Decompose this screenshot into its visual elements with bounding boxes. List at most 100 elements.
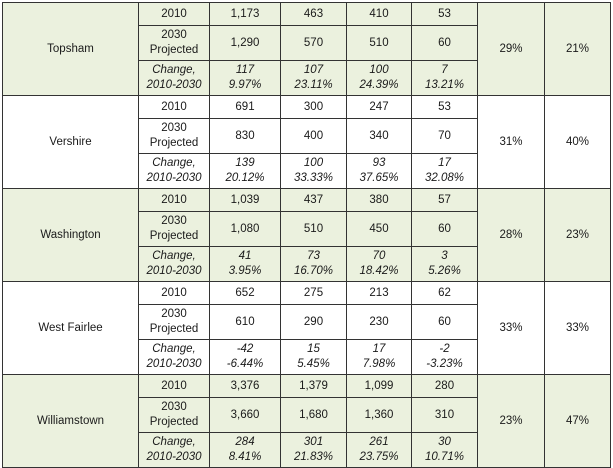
value-line: 5.26% bbox=[428, 265, 461, 277]
value-cell: 3,660 bbox=[209, 397, 281, 433]
value-line: 652 bbox=[235, 286, 255, 299]
value-line: 510 bbox=[369, 36, 389, 49]
value-cell: 100 24.39% bbox=[346, 60, 412, 96]
town-name-cell: Williamstown bbox=[2, 374, 139, 468]
value-line: 20.12% bbox=[225, 172, 265, 184]
value-cell: 510 bbox=[280, 211, 347, 247]
row-label-line: Projected bbox=[149, 44, 199, 56]
value-line: 450 bbox=[369, 222, 389, 235]
table-row: Change, 2010-2030 41 3.95% 73 16.70% 70 18.42% 3… bbox=[3, 246, 611, 282]
value-cell: 60 bbox=[411, 304, 478, 340]
value-cell: 284 8.41% bbox=[209, 432, 281, 468]
value-line: 340 bbox=[369, 129, 389, 142]
value-line: 510 bbox=[303, 222, 324, 235]
row-label-line: Change, bbox=[152, 157, 196, 169]
value-cell: 290 bbox=[280, 304, 347, 340]
value-cell: -2 -3.23% bbox=[411, 339, 478, 375]
value-line: 610 bbox=[235, 315, 255, 328]
value-line: 280 bbox=[434, 379, 455, 392]
row-label-line: 2010 bbox=[161, 193, 187, 206]
row-label-cell: 2030 Projected bbox=[138, 211, 210, 247]
value-line: 410 bbox=[369, 7, 389, 20]
row-label-line: 2010 bbox=[161, 286, 187, 299]
town-name-cell: Vershire bbox=[2, 95, 139, 189]
value-line: 33.33% bbox=[293, 172, 333, 184]
row-label-cell: 2010 bbox=[138, 281, 210, 305]
value-line: 437 bbox=[303, 193, 324, 206]
value-cell: 100 33.33% bbox=[280, 153, 347, 189]
value-line: 691 bbox=[235, 100, 255, 113]
value-cell: 380 bbox=[346, 188, 412, 212]
value-line: 380 bbox=[369, 193, 389, 206]
value-line: 1,680 bbox=[299, 408, 328, 421]
row-label-cell: Change, 2010-2030 bbox=[138, 246, 210, 282]
table-row: West Fairlee 2010 652 275 213 62 33% 33% bbox=[2, 281, 611, 375]
table-row: Vershire 2010 691 300 247 53 31% 40% bbox=[2, 95, 611, 189]
value-line: 1,173 bbox=[230, 7, 260, 20]
row-label-line: Change, bbox=[152, 250, 196, 262]
value-cell: 70 18.42% bbox=[346, 246, 412, 282]
value-line: 8.41% bbox=[228, 451, 262, 463]
value-line: 32.08% bbox=[424, 172, 464, 184]
row-label-line: Projected bbox=[149, 323, 199, 335]
value-line: 247 bbox=[369, 100, 389, 113]
value-line: 10.71% bbox=[424, 451, 464, 463]
value-cell: 1,099 bbox=[346, 374, 412, 398]
table-row: Change, 2010-2030 139 20.12% 100 33.33% 93 37.6… bbox=[3, 153, 611, 189]
value-cell: 261 23.75% bbox=[346, 432, 412, 468]
value-cell: 230 bbox=[346, 304, 412, 340]
value-cell: 17 32.08% bbox=[411, 153, 478, 189]
table-row: Change, 2010-2030 284 8.41% 301 21.83% 261 23.7… bbox=[3, 432, 611, 468]
value-line: 70 bbox=[372, 250, 386, 262]
value-line: 1,080 bbox=[230, 222, 260, 235]
value-cell: 301 21.83% bbox=[280, 432, 347, 468]
value-cell: 275 bbox=[280, 281, 347, 305]
value-line: 5.45% bbox=[297, 358, 330, 370]
value-line: 117 bbox=[235, 64, 255, 76]
value-line: 3,376 bbox=[230, 379, 260, 392]
value-cell: 30 10.71% bbox=[411, 432, 478, 468]
value-line: 3 bbox=[441, 250, 448, 262]
row-label-cell: Change, 2010-2030 bbox=[138, 60, 210, 96]
value-cell: 1,039 bbox=[209, 188, 281, 212]
value-cell: 437 bbox=[280, 188, 347, 212]
row-label-cell: 2030 Projected bbox=[138, 397, 210, 433]
table-row: 2030 Projected 3,660 1,680 1,360 310 bbox=[3, 397, 611, 433]
value-line: 17 bbox=[438, 157, 451, 169]
value-line: 53 bbox=[438, 7, 451, 20]
value-line: 7 bbox=[441, 64, 448, 76]
row-label-line: 2030 bbox=[161, 122, 187, 134]
value-line: 830 bbox=[235, 129, 255, 142]
row-label-line: Projected bbox=[149, 137, 199, 149]
value-line: 3.95% bbox=[228, 265, 262, 277]
value-cell: 1,680 bbox=[280, 397, 347, 433]
value-line: 9.97% bbox=[228, 79, 262, 91]
value-line: 1,039 bbox=[230, 193, 260, 206]
value-cell: 300 bbox=[280, 95, 347, 119]
row-label-line: 2030 bbox=[161, 308, 187, 320]
value-cell: 1,290 bbox=[209, 25, 281, 61]
percent-cell: 28% bbox=[477, 188, 545, 282]
value-cell: 1,173 bbox=[209, 2, 281, 26]
town-name-cell: West Fairlee bbox=[2, 281, 139, 375]
value-line: 290 bbox=[303, 315, 324, 328]
row-label-line: 2030 bbox=[161, 215, 187, 227]
value-line: 23.75% bbox=[359, 451, 399, 463]
row-label-cell: 2030 Projected bbox=[138, 304, 210, 340]
value-cell: 1,360 bbox=[346, 397, 412, 433]
value-cell: 41 3.95% bbox=[209, 246, 281, 282]
value-cell: 7 13.21% bbox=[411, 60, 478, 96]
value-line: 60 bbox=[438, 315, 451, 328]
value-line: 300 bbox=[303, 100, 324, 113]
value-line: 1,360 bbox=[364, 408, 394, 421]
value-line: 73 bbox=[307, 250, 320, 262]
percent-cell: 33% bbox=[544, 281, 611, 375]
value-line: 1,099 bbox=[364, 379, 394, 392]
value-line: 310 bbox=[434, 408, 455, 421]
row-label-line: Projected bbox=[149, 230, 199, 242]
value-cell: 93 37.65% bbox=[346, 153, 412, 189]
value-cell: 400 bbox=[280, 118, 347, 154]
value-cell: 1,080 bbox=[209, 211, 281, 247]
value-line: 213 bbox=[369, 286, 389, 299]
